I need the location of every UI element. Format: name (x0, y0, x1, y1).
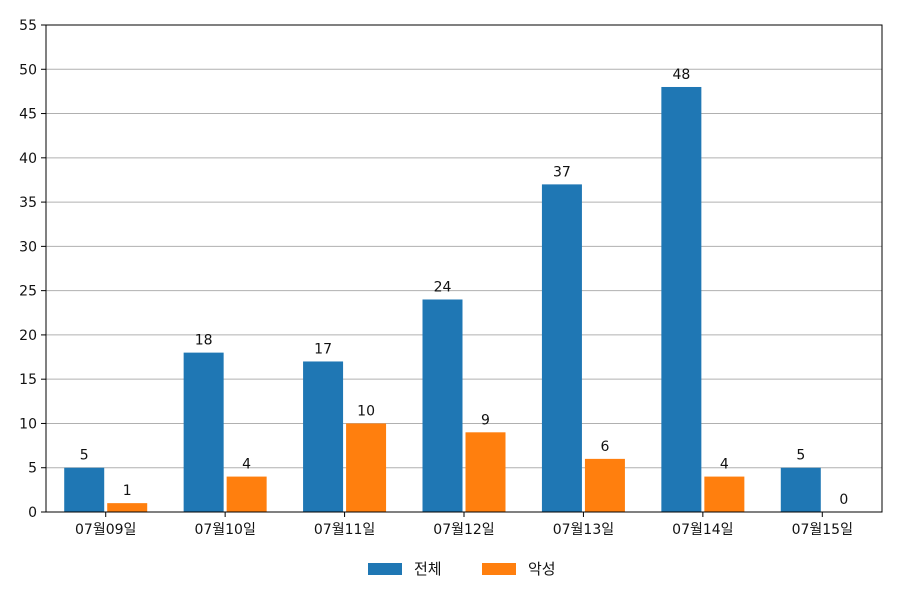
y-tick-label-11: 55 (19, 18, 37, 34)
data-label-s1-6: 0 (839, 492, 848, 508)
bar-s0-3 (422, 299, 463, 512)
bar-s1-3 (465, 432, 506, 512)
bar-s1-1 (226, 476, 267, 512)
y-tick-label-8: 40 (19, 151, 37, 167)
legend: 전체 악성 (368, 560, 556, 578)
bar-s1-4 (584, 458, 625, 512)
data-label-s1-0: 1 (123, 483, 132, 499)
y-tick-label-2: 10 (19, 416, 37, 432)
data-labels: 5 1 18 4 17 10 24 9 37 6 48 4 5 0 (80, 67, 848, 508)
bar-s1-0 (107, 503, 148, 512)
legend-swatch-0 (368, 563, 402, 575)
bar-s0-6 (780, 467, 821, 512)
data-label-s1-5: 4 (720, 457, 729, 473)
x-tick-label-5: 07월14일 (672, 522, 733, 538)
y-tick-label-4: 20 (19, 328, 37, 344)
x-tick-label-1: 07월10일 (194, 522, 255, 538)
legend-swatch-1 (482, 563, 516, 575)
y-tick-label-9: 45 (19, 107, 37, 123)
bar-s0-5 (661, 86, 702, 513)
data-label-s0-3: 24 (434, 279, 452, 295)
data-label-s0-6: 5 (796, 448, 805, 464)
legend-label-1: 악성 (528, 560, 556, 578)
y-tick-label-6: 30 (19, 239, 37, 255)
x-tick-label-2: 07월11일 (314, 522, 375, 538)
x-tick-label-6: 07월15일 (792, 522, 853, 538)
y-tick-label-1: 5 (28, 461, 37, 477)
data-label-s0-0: 5 (80, 448, 89, 464)
x-axis: 07월09일 07월10일 07월11일 07월12일 07월13일 07월14일 07월1… (75, 512, 853, 538)
bars (64, 86, 821, 513)
data-label-s1-4: 6 (600, 439, 609, 455)
x-tick-label-4: 07월13일 (553, 522, 614, 538)
bar-s0-2 (303, 361, 344, 512)
data-label-s0-5: 48 (672, 67, 690, 83)
bar-s1-5 (704, 476, 745, 512)
data-label-s0-4: 37 (553, 164, 571, 180)
y-tick-label-10: 50 (19, 62, 37, 78)
bar-s0-0 (64, 467, 105, 512)
y-axis: 0 5 10 15 20 25 30 35 40 45 50 55 (19, 18, 46, 521)
data-label-s1-1: 4 (242, 457, 251, 473)
bar-s0-4 (541, 184, 582, 512)
plot-frame (45, 24, 883, 513)
y-gridlines (46, 68, 882, 469)
y-tick-label-5: 25 (19, 284, 37, 300)
data-label-s1-3: 9 (481, 412, 490, 428)
x-tick-label-3: 07월12일 (433, 522, 494, 538)
bar-s0-1 (183, 352, 224, 512)
y-tick-label-3: 15 (19, 372, 37, 388)
data-label-s0-2: 17 (314, 341, 332, 357)
x-tick-label-0: 07월09일 (75, 522, 136, 538)
legend-label-0: 전체 (414, 560, 442, 578)
y-tick-label-0: 0 (28, 505, 37, 521)
bar-s1-2 (346, 423, 387, 512)
y-tick-label-7: 35 (19, 195, 37, 211)
data-label-s0-1: 18 (195, 333, 213, 349)
data-label-s1-2: 10 (357, 403, 375, 419)
